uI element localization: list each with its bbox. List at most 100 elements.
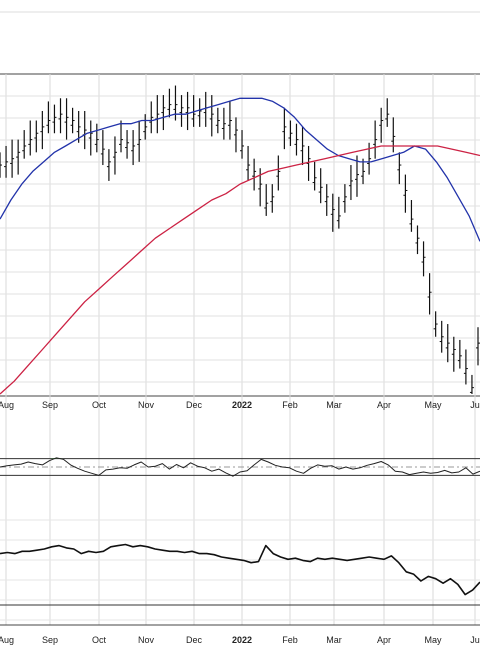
- price-bar: [167, 88, 172, 118]
- moving-averages: [0, 97, 480, 395]
- x-tick-label: Feb: [282, 400, 298, 410]
- x-tick-label: Ju: [470, 400, 480, 410]
- price-bar: [354, 155, 359, 197]
- price-bars: [0, 85, 480, 394]
- price-bar: [197, 98, 202, 127]
- price-bar: [22, 130, 27, 159]
- x-tick-label: Apr: [377, 635, 391, 645]
- price-bar: [367, 142, 372, 175]
- ma-long-line: [0, 145, 480, 395]
- x-tick-label: Sep: [42, 635, 58, 645]
- price-bar: [288, 120, 293, 146]
- bottom-x-axis-tick-labels: Aug Sep Oct Nov Dec 2022 Feb Mar Apr May Ju: [0, 635, 480, 645]
- price-bar: [373, 120, 378, 159]
- price-bar: [385, 98, 390, 127]
- price-bar: [330, 193, 335, 232]
- price-bar: [203, 91, 208, 127]
- price-bar: [312, 161, 317, 191]
- price-bar: [421, 241, 426, 277]
- relative-strength-line: [0, 543, 480, 596]
- price-bar: [403, 174, 408, 213]
- price-bar: [58, 98, 63, 134]
- price-bar: [52, 104, 57, 134]
- x-tick-label: May: [424, 400, 442, 410]
- price-bar: [348, 165, 353, 201]
- x-tick-label: Aug: [0, 400, 14, 410]
- x-tick-label: Nov: [138, 400, 155, 410]
- price-bar: [294, 123, 299, 156]
- price-bar: [445, 324, 450, 363]
- x-tick-label: 2022: [232, 400, 252, 410]
- x-tick-label: Ju: [470, 635, 480, 645]
- price-bar: [94, 123, 99, 153]
- price-bar: [191, 95, 196, 127]
- price-bar: [433, 311, 438, 337]
- price-bar: [318, 168, 323, 204]
- price-bar: [119, 120, 124, 153]
- price-bar: [64, 98, 69, 140]
- x-tick-label: Apr: [377, 400, 391, 410]
- relative-strength-panel: [0, 543, 480, 606]
- price-bar: [342, 184, 347, 213]
- price-bar: [276, 155, 281, 191]
- price-bar: [40, 110, 45, 150]
- price-bar: [131, 130, 136, 166]
- price-bar: [221, 107, 226, 140]
- price-bar: [88, 120, 93, 156]
- price-bar: [451, 336, 456, 372]
- price-bar: [457, 339, 462, 369]
- price-bar: [112, 136, 117, 175]
- x-tick-label: Oct: [92, 400, 107, 410]
- price-bar: [82, 110, 87, 150]
- x-tick-label: Mar: [326, 635, 342, 645]
- price-bar: [70, 107, 75, 134]
- price-bar: [34, 120, 39, 153]
- price-bar: [227, 101, 232, 140]
- price-bar: [28, 120, 33, 156]
- x-tick-label: Sep: [42, 400, 58, 410]
- x-tick-label: 2022: [232, 635, 252, 645]
- price-bar: [155, 95, 160, 134]
- x-axis-tick-labels: Aug Sep Oct Nov Dec 2022 Feb Mar Apr May Ju: [0, 400, 480, 410]
- price-bar: [106, 149, 111, 181]
- x-tick-label: Dec: [186, 400, 203, 410]
- price-bar: [0, 152, 2, 178]
- price-bar: [4, 145, 9, 178]
- price-bar: [427, 273, 432, 315]
- price-bar: [209, 95, 214, 137]
- price-bar: [415, 225, 420, 255]
- price-bar: [324, 184, 329, 216]
- price-panel: [0, 11, 480, 397]
- price-bar: [282, 107, 287, 150]
- price-bar: [100, 130, 105, 166]
- gridlines: [0, 74, 480, 625]
- price-bar: [233, 117, 238, 153]
- x-tick-label: Aug: [0, 635, 14, 645]
- price-bar: [76, 110, 81, 143]
- price-bar: [264, 184, 269, 216]
- price-bar: [379, 107, 384, 143]
- price-bar: [179, 95, 184, 127]
- price-bar: [397, 152, 402, 185]
- price-bar: [46, 101, 51, 134]
- price-bar: [336, 196, 341, 229]
- price-bar: [143, 114, 148, 140]
- price-bar: [215, 107, 220, 134]
- price-bar: [409, 200, 414, 232]
- rsi-panel: [0, 457, 480, 477]
- price-bar: [252, 158, 257, 191]
- price-bar: [469, 374, 474, 394]
- price-bar: [246, 145, 251, 181]
- price-bar: [16, 139, 21, 175]
- x-tick-label: Feb: [282, 635, 298, 645]
- price-bar: [361, 158, 366, 185]
- x-tick-label: Mar: [326, 400, 342, 410]
- price-bar: [391, 117, 396, 153]
- price-bar: [306, 145, 311, 181]
- price-bar: [125, 130, 130, 159]
- price-bar: [300, 126, 305, 166]
- price-bar: [240, 130, 245, 159]
- price-bar: [270, 184, 275, 213]
- price-bar: [173, 85, 178, 121]
